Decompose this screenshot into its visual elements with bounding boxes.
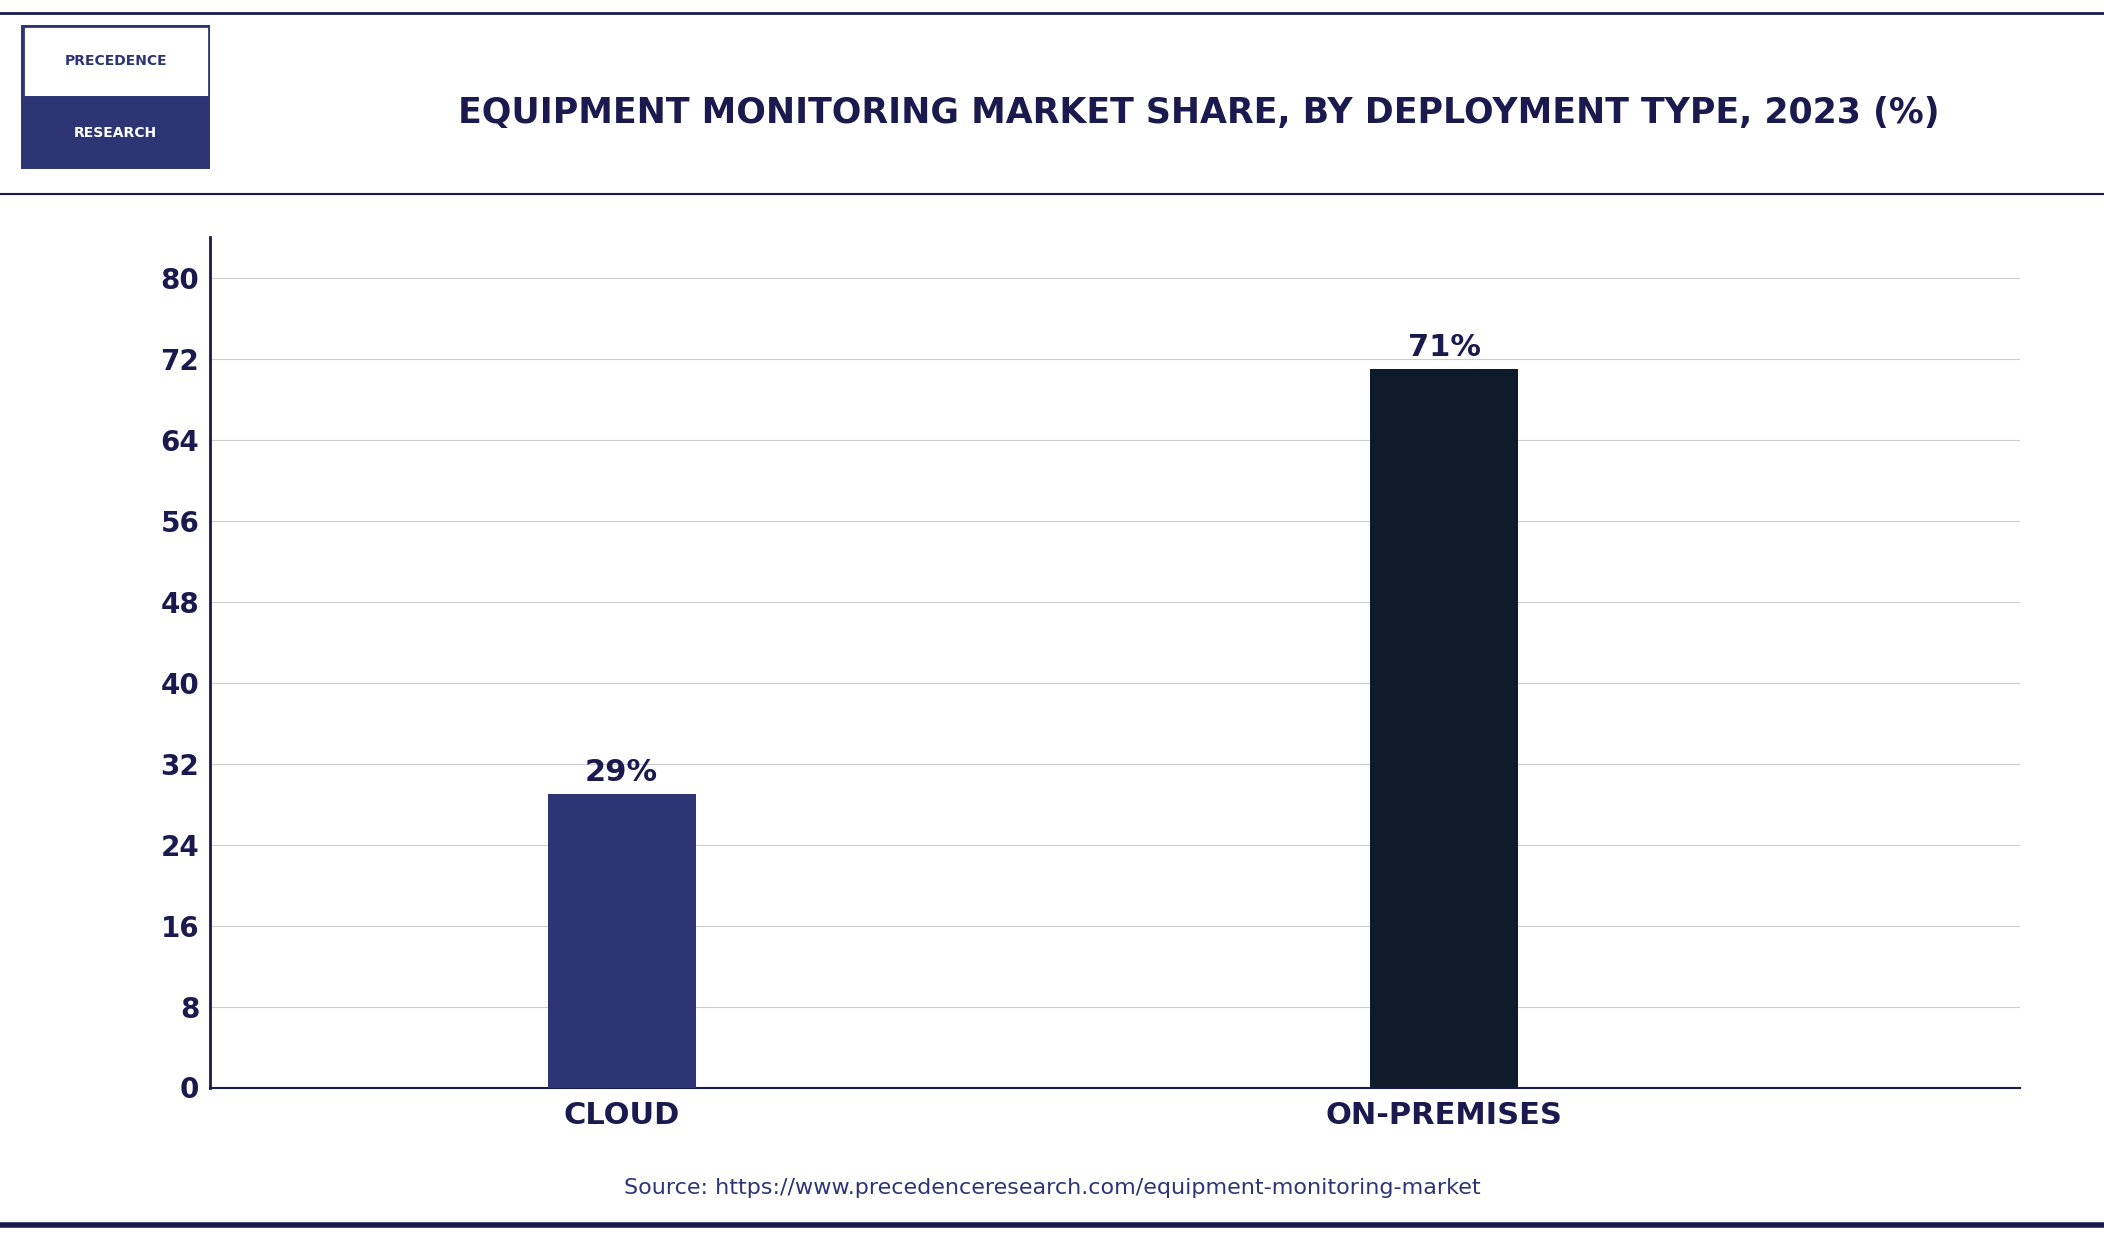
Bar xyxy=(1370,369,1519,1088)
FancyBboxPatch shape xyxy=(21,25,210,96)
Text: EQUIPMENT MONITORING MARKET SHARE, BY DEPLOYMENT TYPE, 2023 (%): EQUIPMENT MONITORING MARKET SHARE, BY DE… xyxy=(459,95,1940,130)
Text: PRECEDENCE: PRECEDENCE xyxy=(65,54,166,68)
Bar xyxy=(547,794,696,1088)
Text: RESEARCH: RESEARCH xyxy=(74,126,158,140)
Text: 71%: 71% xyxy=(1408,332,1481,362)
FancyBboxPatch shape xyxy=(21,96,210,169)
Text: Source: https://www.precedenceresearch.com/equipment-monitoring-market: Source: https://www.precedenceresearch.c… xyxy=(623,1178,1481,1198)
Text: 29%: 29% xyxy=(585,758,659,788)
